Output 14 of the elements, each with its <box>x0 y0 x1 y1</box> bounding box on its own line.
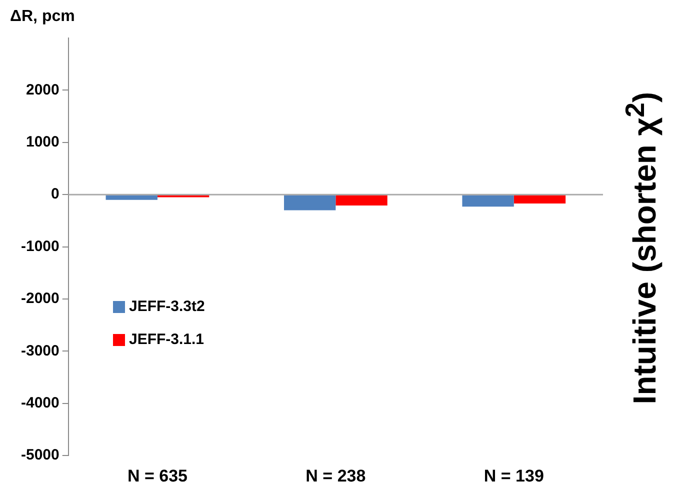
y-tick-label: 0 <box>51 186 60 203</box>
y-axis-title: ΔR, pcm <box>10 8 75 26</box>
y-tick-label: -1000 <box>20 238 60 255</box>
legend-label: JEFF-3.1.1 <box>129 331 204 348</box>
y-tick-label: -3000 <box>20 342 60 360</box>
x-tick-label: N = 635 <box>127 466 188 486</box>
y-tick-label: 2000 <box>26 81 60 98</box>
y-tick-label: -5000 <box>20 446 60 464</box>
y-tick-label: -2000 <box>20 290 60 308</box>
y-tick-label: -4000 <box>20 394 60 412</box>
x-tick-label: N = 139 <box>484 466 544 486</box>
legend-label: JEFF-3.3t2 <box>129 298 205 315</box>
y-tick-label: 1000 <box>26 134 60 151</box>
x-tick-label: N = 238 <box>306 466 366 486</box>
